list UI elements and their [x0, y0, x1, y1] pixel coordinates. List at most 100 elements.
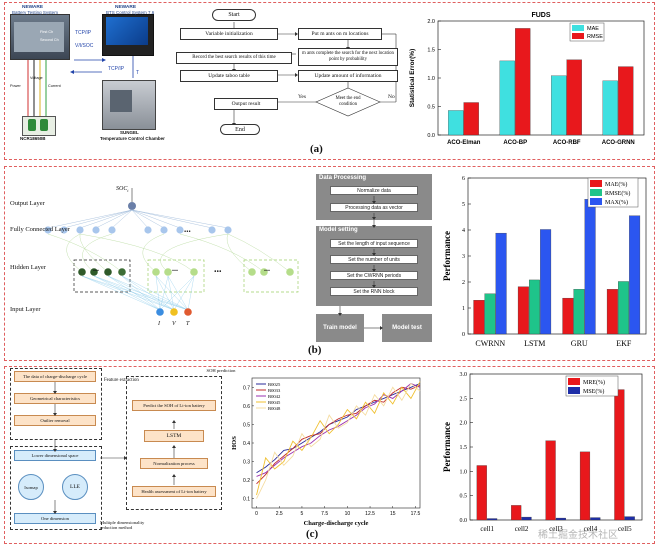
battery-tester-screen [14, 22, 64, 52]
soc-text: SOC [116, 186, 127, 192]
category-label: ACO-RBF [553, 140, 581, 146]
flow-output: Output result [214, 98, 278, 110]
y-tick-label: 0 [462, 332, 465, 338]
legend-label: B0033 [268, 388, 281, 393]
bar-EKF-RMSE(%) [618, 281, 629, 334]
fc-layer-label: Fully Connected Layer [10, 226, 70, 233]
chamber-title: SUNGEL [120, 130, 139, 135]
bar-cell4-MRE(%) [580, 452, 590, 520]
y-tick-label: 0.7 [243, 385, 250, 391]
x-tick-label: 17.5 [411, 511, 421, 517]
legend-label: B0045 [268, 400, 281, 405]
y-tick-label: 0.3 [243, 460, 250, 466]
soc-sub: t [127, 188, 128, 193]
legend-swatch [590, 198, 602, 205]
legend-label: B0025 [268, 382, 281, 387]
hidden-node-g3 [286, 268, 294, 276]
category-label: cell5 [618, 525, 632, 533]
legend-swatch [590, 189, 602, 196]
hidden-fc-connection [143, 234, 164, 272]
legend-label: B0048 [268, 406, 281, 411]
bar-GRU-MAX(%) [585, 199, 596, 334]
category-label: EKF [616, 339, 632, 348]
y-tick-label: 2.5 [460, 396, 468, 402]
input-i-label: I [158, 321, 160, 327]
category-label: ACO-Elman [447, 140, 481, 146]
chart-b-performance: 0123456CWRNN LSTM GRU EKFPerformanceMAE(%)R… [440, 170, 652, 358]
bar-cell3-MRE(%) [546, 441, 556, 520]
hidden-fc-connection [180, 234, 264, 272]
flow-tabu: Update taboo table [180, 70, 278, 82]
flow-no: No [388, 94, 395, 100]
fc-node [144, 226, 151, 233]
hidden-node-g1 [118, 268, 126, 276]
y-axis-label: Performance [442, 422, 452, 472]
bar-CWRNN-RMSE(%) [485, 294, 496, 334]
link-tcpip-1: TCP/IP [75, 30, 91, 36]
chamber-window [110, 90, 132, 112]
y-tick-label: 2.0 [460, 421, 468, 427]
wire-voltage: Voltage [30, 76, 43, 80]
y-tick-label: 0.5 [460, 494, 468, 500]
bar-ACO-RBF-RMSE [567, 60, 582, 135]
fc-node [92, 226, 99, 233]
y-tick-label: 0.5 [427, 105, 435, 111]
y-tick-label: 0.0 [427, 133, 435, 139]
fc-node [176, 226, 183, 233]
control-sub: BTS Control System 7.6 [106, 10, 154, 15]
bar-CWRNN-MAE(%) [474, 300, 485, 334]
legend-label: MAX(%) [605, 199, 628, 206]
y-tick-label: 5 [462, 202, 465, 208]
input-connection [94, 276, 160, 310]
input-node [170, 308, 178, 316]
category-label: cell1 [480, 525, 494, 533]
wire-power: Power [10, 84, 21, 88]
category-label: CWRNN [475, 339, 505, 348]
watermark: 稀土掘金技术社区 [538, 526, 618, 541]
chamber-sub: Temperature Control Chamber [100, 136, 165, 141]
category-label: GRU [571, 339, 588, 348]
y-tick-label: 0.5 [243, 422, 250, 428]
bar-cell5-MRE(%) [614, 390, 624, 520]
y-tick-label: 3.0 [460, 372, 468, 378]
y-tick-label: 1.5 [427, 48, 435, 54]
wire-current: Current [48, 84, 61, 88]
y-tick-label: 0.6 [243, 404, 250, 410]
y-axis-label: Statistical Error(%) [409, 49, 416, 108]
bar-cell2-MSE(%) [522, 517, 532, 520]
bar-cell1-MSE(%) [487, 519, 497, 520]
control-pc-screen [106, 17, 148, 45]
y-tick-label: 4 [462, 228, 465, 234]
y-tick-label: 0.0 [460, 518, 468, 524]
legend-label: MSE(%) [583, 388, 604, 395]
input-node [184, 308, 192, 316]
tester-sub: Battery Testing System [12, 10, 58, 15]
fc-dots: ... [184, 224, 191, 234]
input-t-label: T [186, 321, 189, 327]
hidden-node-g2 [152, 268, 160, 276]
bar-ACO-RBF-MAE [551, 76, 566, 135]
y-tick-label: 1.0 [460, 469, 468, 475]
legend-label: B0042 [268, 394, 281, 399]
network-diagram [8, 168, 300, 338]
bar-ACO-GRNN-MAE [603, 81, 618, 135]
y-tick-label: 0.1 [243, 497, 250, 503]
flow-start: Start [212, 9, 256, 21]
input-connection [94, 276, 174, 310]
chart-title: FUDS [531, 12, 550, 19]
legend-label: RMSE [587, 34, 603, 40]
bar-GRU-RMSE(%) [574, 289, 585, 334]
y-axis-label: HOS [231, 436, 238, 450]
y-tick-label: 0.2 [243, 478, 250, 484]
output-layer-label: Output Layer [10, 200, 45, 207]
first-ch-label: First Ch [40, 30, 53, 34]
bar-cell3-MSE(%) [556, 518, 566, 520]
series-line-B0033 [257, 385, 420, 483]
y-tick-label: 1.0 [427, 76, 435, 82]
series-line-B0045 [257, 382, 420, 495]
flow-condition: Meet the end condition [330, 96, 366, 107]
category-label: cell2 [515, 525, 529, 533]
input-v-label: V [172, 321, 176, 327]
fc-node [224, 226, 231, 233]
bar-ACO-Elman-MAE [448, 110, 463, 135]
